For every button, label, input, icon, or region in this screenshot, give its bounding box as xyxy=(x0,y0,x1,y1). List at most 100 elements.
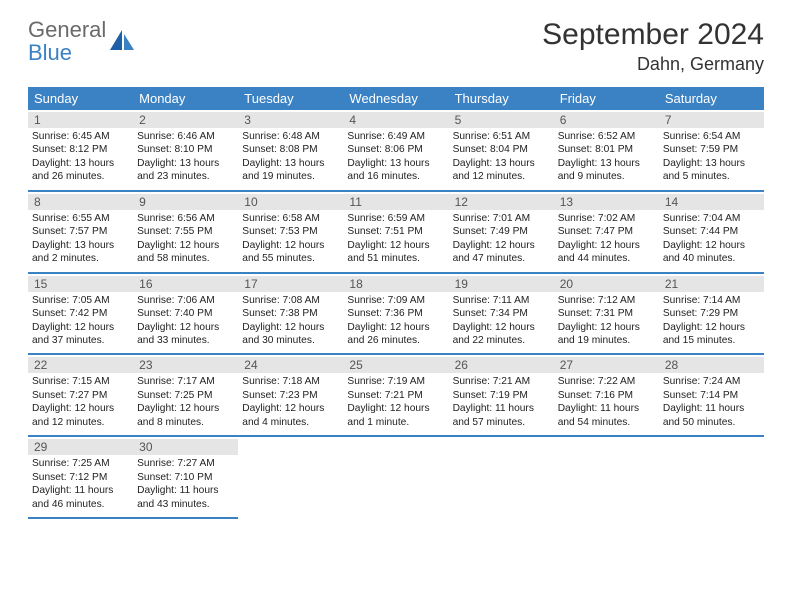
day-cell: 11 Sunrise: 6:59 AMSunset: 7:51 PMDayligh… xyxy=(343,192,448,274)
day-cell: 26 Sunrise: 7:21 AMSunset: 7:19 PMDayligh… xyxy=(449,355,554,437)
day-cell: 5Sunrise: 6:51 AMSunset: 8:04 PMDaylight… xyxy=(449,110,554,192)
day-number: 20 xyxy=(554,276,659,292)
weekday-header: Wednesday xyxy=(343,87,448,110)
header: General Blue September 2024 Dahn, German… xyxy=(0,0,792,83)
empty-cell xyxy=(238,437,343,519)
logo: General Blue xyxy=(28,18,136,64)
weekday-header: Tuesday xyxy=(238,87,343,110)
day-details: Sunrise: 6:45 AMSunset: 8:12 PMDaylight:… xyxy=(32,130,129,184)
day-number: 14 xyxy=(659,194,764,210)
day-details: Sunrise: 7:08 AMSunset: 7:38 PMDaylight:… xyxy=(242,294,339,348)
day-cell: 7 Sunrise: 6:54 AMSunset: 7:59 PMDaylight… xyxy=(659,110,764,192)
day-number: 28 xyxy=(659,357,764,373)
day-cell: 28 Sunrise: 7:24 AMSunset: 7:14 PMDayligh… xyxy=(659,355,764,437)
day-number: 29 xyxy=(28,439,133,455)
day-number: 30 xyxy=(133,439,238,455)
month-title: September 2024 xyxy=(542,18,764,52)
day-details: Sunrise: 7:22 AMSunset: 7:16 PMDaylight:… xyxy=(558,375,655,429)
logo-text: General Blue xyxy=(28,18,106,64)
empty-cell xyxy=(659,437,764,519)
day-number: 7 xyxy=(659,112,764,128)
day-cell: 30 Sunrise: 7:27 AMSunset: 7:10 PMDayligh… xyxy=(133,437,238,519)
weekday-header: Thursday xyxy=(449,87,554,110)
day-cell: 18 Sunrise: 7:09 AMSunset: 7:36 PMDayligh… xyxy=(343,274,448,356)
day-details: Sunrise: 6:54 AMSunset: 7:59 PMDaylight:… xyxy=(663,130,760,184)
day-details: Sunrise: 7:17 AMSunset: 7:25 PMDaylight:… xyxy=(137,375,234,429)
day-cell: 13 Sunrise: 7:02 AMSunset: 7:47 PMDayligh… xyxy=(554,192,659,274)
day-cell: 1 Sunrise: 6:45 AMSunset: 8:12 PMDaylight… xyxy=(28,110,133,192)
day-details: Sunrise: 6:48 AMSunset: 8:08 PMDaylight:… xyxy=(242,130,339,184)
day-cell: 14Sunrise: 7:04 AMSunset: 7:44 PMDayligh… xyxy=(659,192,764,274)
day-cell: 4Sunrise: 6:49 AMSunset: 8:06 PMDaylight… xyxy=(343,110,448,192)
weekday-header: Monday xyxy=(133,87,238,110)
empty-cell xyxy=(343,437,448,519)
day-details: Sunrise: 7:11 AMSunset: 7:34 PMDaylight:… xyxy=(453,294,550,348)
day-details: Sunrise: 7:14 AMSunset: 7:29 PMDaylight:… xyxy=(663,294,760,348)
day-details: Sunrise: 7:01 AMSunset: 7:49 PMDaylight:… xyxy=(453,212,550,266)
day-cell: 6 Sunrise: 6:52 AMSunset: 8:01 PMDaylight… xyxy=(554,110,659,192)
day-number: 18 xyxy=(343,276,448,292)
logo-word1: General xyxy=(28,17,106,42)
day-number: 13 xyxy=(554,194,659,210)
day-details: Sunrise: 7:18 AMSunset: 7:23 PMDaylight:… xyxy=(242,375,339,429)
day-cell: 19 Sunrise: 7:11 AMSunset: 7:34 PMDayligh… xyxy=(449,274,554,356)
weekday-header: Sunday xyxy=(28,87,133,110)
day-number: 10 xyxy=(238,194,343,210)
day-details: Sunrise: 6:58 AMSunset: 7:53 PMDaylight:… xyxy=(242,212,339,266)
day-details: Sunrise: 7:09 AMSunset: 7:36 PMDaylight:… xyxy=(347,294,444,348)
day-details: Sunrise: 6:52 AMSunset: 8:01 PMDaylight:… xyxy=(558,130,655,184)
weekday-row: SundayMondayTuesdayWednesdayThursdayFrid… xyxy=(28,87,764,110)
day-details: Sunrise: 7:24 AMSunset: 7:14 PMDaylight:… xyxy=(663,375,760,429)
day-cell: 22 Sunrise: 7:15 AMSunset: 7:27 PMDayligh… xyxy=(28,355,133,437)
day-number: 1 xyxy=(28,112,133,128)
day-cell: 3Sunrise: 6:48 AMSunset: 8:08 PMDaylight… xyxy=(238,110,343,192)
title-block: September 2024 Dahn, Germany xyxy=(542,18,764,75)
day-details: Sunrise: 6:46 AMSunset: 8:10 PMDaylight:… xyxy=(137,130,234,184)
day-cell: 29Sunrise: 7:25 AMSunset: 7:12 PMDayligh… xyxy=(28,437,133,519)
day-details: Sunrise: 6:51 AMSunset: 8:04 PMDaylight:… xyxy=(453,130,550,184)
day-cell: 9Sunrise: 6:56 AMSunset: 7:55 PMDaylight… xyxy=(133,192,238,274)
day-cell: 23 Sunrise: 7:17 AMSunset: 7:25 PMDayligh… xyxy=(133,355,238,437)
day-number: 26 xyxy=(449,357,554,373)
day-details: Sunrise: 7:15 AMSunset: 7:27 PMDaylight:… xyxy=(32,375,129,429)
day-cell: 2 Sunrise: 6:46 AMSunset: 8:10 PMDaylight… xyxy=(133,110,238,192)
day-number: 11 xyxy=(343,194,448,210)
day-cell: 21 Sunrise: 7:14 AMSunset: 7:29 PMDayligh… xyxy=(659,274,764,356)
day-number: 12 xyxy=(449,194,554,210)
empty-cell xyxy=(449,437,554,519)
day-cell: 8 Sunrise: 6:55 AMSunset: 7:57 PMDaylight… xyxy=(28,192,133,274)
day-details: Sunrise: 7:27 AMSunset: 7:10 PMDaylight:… xyxy=(137,457,234,511)
day-details: Sunrise: 6:55 AMSunset: 7:57 PMDaylight:… xyxy=(32,212,129,266)
day-number: 2 xyxy=(133,112,238,128)
weekday-header: Friday xyxy=(554,87,659,110)
day-cell: 27Sunrise: 7:22 AMSunset: 7:16 PMDayligh… xyxy=(554,355,659,437)
day-number: 8 xyxy=(28,194,133,210)
day-details: Sunrise: 6:59 AMSunset: 7:51 PMDaylight:… xyxy=(347,212,444,266)
day-details: Sunrise: 7:06 AMSunset: 7:40 PMDaylight:… xyxy=(137,294,234,348)
day-cell: 25Sunrise: 7:19 AMSunset: 7:21 PMDayligh… xyxy=(343,355,448,437)
day-number: 6 xyxy=(554,112,659,128)
day-number: 15 xyxy=(28,276,133,292)
day-number: 21 xyxy=(659,276,764,292)
day-number: 23 xyxy=(133,357,238,373)
day-cell: 17 Sunrise: 7:08 AMSunset: 7:38 PMDayligh… xyxy=(238,274,343,356)
day-details: Sunrise: 7:21 AMSunset: 7:19 PMDaylight:… xyxy=(453,375,550,429)
location: Dahn, Germany xyxy=(542,54,764,75)
day-details: Sunrise: 7:12 AMSunset: 7:31 PMDaylight:… xyxy=(558,294,655,348)
day-cell: 15Sunrise: 7:05 AMSunset: 7:42 PMDayligh… xyxy=(28,274,133,356)
day-number: 19 xyxy=(449,276,554,292)
calendar-grid: 1 Sunrise: 6:45 AMSunset: 8:12 PMDaylight… xyxy=(28,110,764,519)
day-number: 22 xyxy=(28,357,133,373)
day-details: Sunrise: 7:02 AMSunset: 7:47 PMDaylight:… xyxy=(558,212,655,266)
day-cell: 10 Sunrise: 6:58 AMSunset: 7:53 PMDayligh… xyxy=(238,192,343,274)
logo-word2: Blue xyxy=(28,40,72,65)
day-details: Sunrise: 6:49 AMSunset: 8:06 PMDaylight:… xyxy=(347,130,444,184)
day-number: 16 xyxy=(133,276,238,292)
day-number: 17 xyxy=(238,276,343,292)
empty-cell xyxy=(554,437,659,519)
day-cell: 20 Sunrise: 7:12 AMSunset: 7:31 PMDayligh… xyxy=(554,274,659,356)
calendar: SundayMondayTuesdayWednesdayThursdayFrid… xyxy=(28,87,764,519)
day-number: 25 xyxy=(343,357,448,373)
day-details: Sunrise: 6:56 AMSunset: 7:55 PMDaylight:… xyxy=(137,212,234,266)
day-cell: 12 Sunrise: 7:01 AMSunset: 7:49 PMDayligh… xyxy=(449,192,554,274)
